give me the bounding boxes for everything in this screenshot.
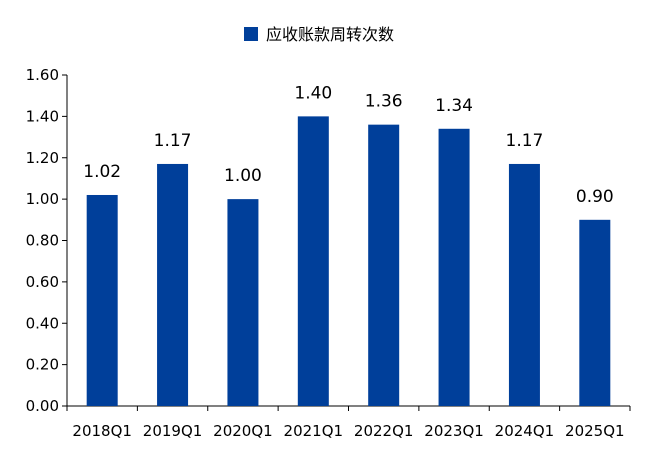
y-tick-label: 0.80	[26, 232, 59, 250]
x-tick-label: 2024Q1	[495, 422, 555, 440]
y-tick-label: 1.00	[26, 190, 59, 208]
data-label: 1.36	[365, 92, 403, 112]
y-tick-label: 0.60	[26, 273, 59, 291]
y-axis: 0.00 0.20 0.40 0.60 0.80 1.00 1.20 1.40 1.60	[26, 66, 68, 415]
bar	[438, 128, 470, 406]
data-label: 1.17	[506, 131, 544, 151]
data-label: 1.17	[154, 131, 192, 151]
legend-swatch	[244, 27, 258, 41]
y-tick-label: 1.40	[26, 107, 59, 125]
bar	[368, 124, 400, 407]
data-label: 1.40	[294, 83, 332, 103]
legend: 应收账款周转次数	[244, 25, 394, 44]
value-labels: 1.02 1.17 1.00 1.40 1.36 1.34 1.17 0.90	[83, 83, 613, 206]
data-label: 0.90	[576, 187, 614, 207]
bars	[86, 116, 611, 407]
x-tick-label: 2023Q1	[424, 422, 484, 440]
y-tick-label: 1.20	[26, 149, 59, 167]
bar	[508, 163, 540, 406]
legend-label: 应收账款周转次数	[266, 25, 394, 44]
x-tick-label: 2025Q1	[565, 422, 625, 440]
x-tick-label: 2020Q1	[213, 422, 273, 440]
x-tick-label: 2022Q1	[354, 422, 414, 440]
x-axis: 2018Q1 2019Q1 2020Q1 2021Q1 2022Q1 2023Q1 2024…	[66, 405, 631, 440]
x-tick-label: 2019Q1	[143, 422, 203, 440]
y-tick-label: 1.60	[26, 66, 59, 84]
x-tick-label: 2018Q1	[72, 422, 132, 440]
bar	[227, 199, 259, 406]
bar	[157, 163, 189, 406]
x-tick-label: 2021Q1	[284, 422, 344, 440]
data-label: 1.34	[435, 96, 473, 116]
y-tick-label: 0.20	[26, 356, 59, 374]
bar	[86, 194, 118, 406]
y-tick-label: 0.00	[26, 397, 59, 415]
y-tick-label: 0.40	[26, 314, 59, 332]
data-label: 1.00	[224, 166, 262, 186]
bar	[579, 219, 611, 406]
bar	[297, 116, 329, 406]
data-label: 1.02	[83, 162, 121, 182]
